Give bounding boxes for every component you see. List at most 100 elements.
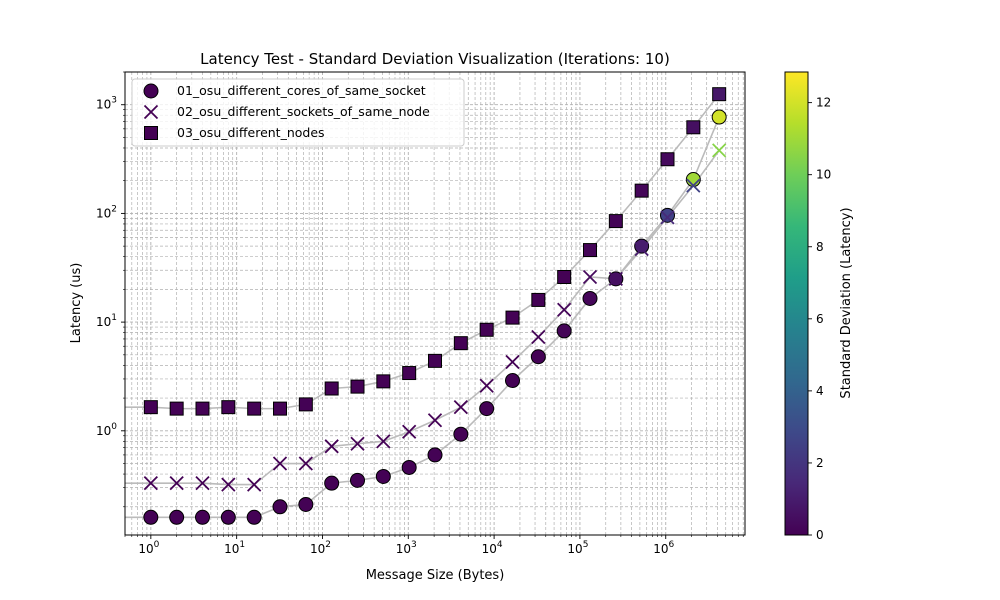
x-tick-label: 101 bbox=[224, 540, 245, 556]
data-markers bbox=[143, 87, 727, 525]
data-point-series-2 bbox=[582, 269, 598, 285]
data-point-series-2 bbox=[350, 436, 365, 451]
x-tick-label: 106 bbox=[653, 540, 674, 556]
series-line-1 bbox=[125, 116, 720, 519]
series-connectors bbox=[125, 93, 720, 519]
data-point-series-3 bbox=[428, 353, 442, 368]
data-point-series-2 bbox=[195, 476, 210, 491]
colorbar-gradient bbox=[784, 71, 809, 536]
colorbar-tick-label: 10 bbox=[816, 168, 831, 182]
data-point-series-1 bbox=[401, 459, 417, 475]
colorbar-tick-label: 6 bbox=[816, 312, 824, 326]
data-point-series-1 bbox=[220, 509, 236, 525]
data-point-series-1 bbox=[711, 109, 727, 125]
data-point-series-1 bbox=[375, 468, 391, 484]
data-point-series-3 bbox=[712, 87, 727, 102]
data-point-series-1 bbox=[143, 509, 159, 525]
data-point-series-3 bbox=[169, 401, 184, 416]
data-point-series-3 bbox=[634, 183, 649, 198]
data-point-series-1 bbox=[246, 509, 262, 525]
axis-ticks: 100 101 102 103 104 105 106 100 101 102 103 bbox=[96, 71, 744, 556]
x-tick-label: 100 bbox=[138, 540, 159, 556]
data-point-series-3 bbox=[376, 374, 391, 389]
y-axis-label: Latency (us) bbox=[69, 263, 84, 344]
data-point-series-2 bbox=[376, 434, 391, 449]
data-point-series-3 bbox=[298, 397, 313, 412]
data-point-series-2 bbox=[505, 354, 520, 370]
data-point-series-2 bbox=[608, 271, 623, 286]
data-point-series-2 bbox=[557, 302, 572, 317]
data-point-series-3 bbox=[453, 336, 468, 351]
x-tick-label: 105 bbox=[567, 540, 588, 556]
data-point-series-3 bbox=[686, 120, 701, 135]
x-tick-label: 102 bbox=[310, 540, 331, 556]
data-point-series-2 bbox=[660, 210, 675, 225]
data-point-series-2 bbox=[712, 143, 727, 158]
legend-label-series-3: 03_osu_different_nodes bbox=[177, 125, 325, 140]
data-point-series-1 bbox=[169, 509, 185, 525]
data-point-series-3 bbox=[324, 381, 339, 396]
data-point-series-2 bbox=[479, 378, 494, 393]
data-point-series-2 bbox=[324, 439, 339, 454]
y-tick-label: 103 bbox=[96, 96, 117, 112]
data-point-series-1 bbox=[195, 509, 210, 525]
colorbar-tick-label: 12 bbox=[816, 96, 831, 110]
y-tick-label: 100 bbox=[96, 422, 117, 438]
y-tick-label: 102 bbox=[96, 204, 117, 220]
data-point-series-1 bbox=[298, 496, 314, 512]
legend-label-series-1: 01_osu_different_cores_of_same_socket bbox=[177, 83, 426, 98]
x-axis-label: Message Size (Bytes) bbox=[366, 568, 505, 583]
data-point-series-1 bbox=[350, 472, 365, 488]
data-point-series-3 bbox=[273, 401, 287, 416]
data-point-series-1 bbox=[660, 207, 675, 223]
data-point-series-1 bbox=[556, 323, 572, 339]
colorbar-tick-label: 4 bbox=[816, 384, 824, 398]
colorbar-tick-label: 0 bbox=[816, 528, 824, 542]
chart-title: Latency Test - Standard Deviation Visual… bbox=[200, 50, 670, 68]
x-tick-label: 103 bbox=[396, 540, 417, 556]
legend: 01_osu_different_cores_of_same_socket 02… bbox=[131, 78, 465, 147]
legend-marker-series-2 bbox=[143, 104, 159, 120]
data-point-series-3 bbox=[608, 214, 623, 229]
data-point-series-2 bbox=[427, 413, 443, 428]
colorbar-label: Standard Deviation (Latency) bbox=[839, 207, 854, 398]
data-point-series-2 bbox=[686, 178, 701, 193]
data-point-series-1 bbox=[453, 426, 469, 442]
colorbar: 0 2 4 6 8 10 12 Standard Deviation (Latency) bbox=[784, 71, 854, 542]
data-point-series-3 bbox=[660, 152, 675, 167]
data-point-series-1 bbox=[634, 238, 650, 254]
data-point-series-1 bbox=[582, 290, 598, 306]
x-tick-label: 104 bbox=[482, 540, 503, 556]
legend-marker-series-1 bbox=[143, 83, 159, 99]
data-point-series-3 bbox=[505, 310, 520, 325]
data-point-series-3 bbox=[350, 379, 365, 394]
data-point-series-1 bbox=[530, 349, 546, 365]
plot-frame bbox=[124, 71, 746, 536]
data-point-series-2 bbox=[402, 424, 417, 439]
data-point-series-3 bbox=[221, 400, 236, 415]
data-point-series-3 bbox=[557, 270, 572, 285]
data-point-series-1 bbox=[479, 401, 495, 417]
data-point-series-2 bbox=[531, 329, 546, 345]
data-point-series-1 bbox=[272, 499, 288, 515]
data-point-series-2 bbox=[143, 476, 158, 491]
colorbar-tick-label: 2 bbox=[816, 456, 824, 470]
data-point-series-3 bbox=[247, 401, 262, 416]
data-point-series-2 bbox=[634, 241, 649, 257]
data-point-series-1 bbox=[324, 475, 340, 491]
legend-marker-series-3 bbox=[144, 126, 158, 140]
data-point-series-1 bbox=[427, 447, 443, 463]
data-point-series-3 bbox=[143, 400, 158, 415]
data-point-series-2 bbox=[272, 456, 288, 471]
y-tick-label: 101 bbox=[96, 313, 117, 329]
data-point-series-3 bbox=[531, 292, 546, 307]
legend-label-series-2: 02_osu_different_sockets_of_same_node bbox=[177, 104, 430, 119]
data-point-series-3 bbox=[402, 366, 417, 381]
data-point-series-2 bbox=[453, 400, 468, 415]
data-point-series-2 bbox=[247, 477, 262, 492]
data-point-series-3 bbox=[583, 243, 597, 258]
colorbar-tick-label: 8 bbox=[816, 240, 824, 254]
data-point-series-2 bbox=[298, 456, 313, 471]
